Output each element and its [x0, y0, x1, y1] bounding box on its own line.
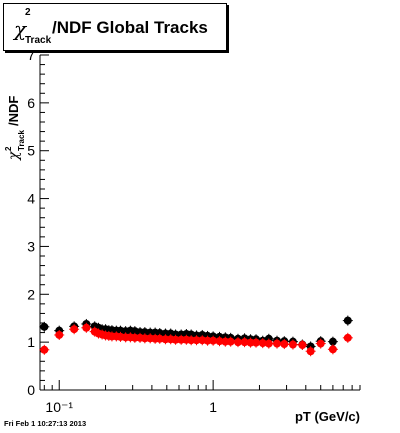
y-axis-unit: /NDF — [6, 96, 21, 126]
chart-title: /NDF Global Tracks — [52, 18, 208, 37]
data-point — [215, 337, 224, 346]
data-point — [273, 339, 282, 348]
data-point — [40, 322, 49, 331]
data-point — [343, 316, 352, 325]
data-point — [226, 337, 235, 346]
data-point — [209, 336, 218, 345]
data-point — [70, 325, 79, 334]
y-tick-label: 2 — [27, 286, 35, 302]
data-point — [233, 338, 242, 347]
data-point — [246, 338, 255, 347]
data-point — [264, 339, 273, 348]
data-point — [316, 339, 325, 348]
plot-axes — [39, 55, 360, 391]
tick-labels: 0 1 2 3 4 5 6 7 10⁻¹ 1 — [27, 47, 217, 415]
y-tick-label: 4 — [27, 191, 35, 207]
data-point — [288, 340, 297, 349]
data-point — [343, 333, 352, 342]
y-tick-label: 5 — [27, 143, 35, 159]
x-tick-label: 10⁻¹ — [45, 399, 73, 415]
data-point — [40, 345, 49, 354]
axis-ticks — [40, 54, 361, 391]
title-superscript: 2 — [25, 7, 31, 18]
y-tick-label: 6 — [27, 95, 35, 111]
data-point — [192, 336, 201, 345]
y-axis-superscript: 2 — [4, 146, 13, 151]
data-point — [203, 336, 212, 345]
data-points — [39, 315, 353, 357]
title-subscript: Track — [25, 35, 52, 46]
y-axis-subscript: Track — [17, 130, 26, 151]
y-tick-label: 0 — [27, 382, 35, 398]
title-box: χ 2 Track /NDF Global Tracks — [3, 3, 227, 51]
data-point — [328, 337, 337, 346]
data-point — [258, 339, 267, 348]
data-point — [306, 347, 315, 356]
title-chi-symbol: χ — [14, 17, 27, 41]
data-point — [298, 341, 307, 350]
data-point — [240, 338, 249, 347]
y-tick-label: 1 — [27, 334, 35, 350]
series-red — [39, 322, 353, 357]
x-tick-label: 1 — [209, 399, 217, 415]
data-point — [252, 338, 261, 347]
y-tick-label: 7 — [27, 47, 35, 63]
x-axis-label: pT (GeV/c) — [295, 409, 360, 424]
data-point — [82, 323, 91, 332]
y-axis-symbol: χ — [6, 150, 22, 161]
data-point — [171, 335, 180, 344]
data-point — [280, 340, 289, 349]
data-point — [328, 345, 337, 354]
date-stamp: Fri Feb 1 10:27:13 2013 — [4, 419, 87, 428]
data-point — [55, 330, 64, 339]
y-tick-label: 3 — [27, 238, 35, 254]
